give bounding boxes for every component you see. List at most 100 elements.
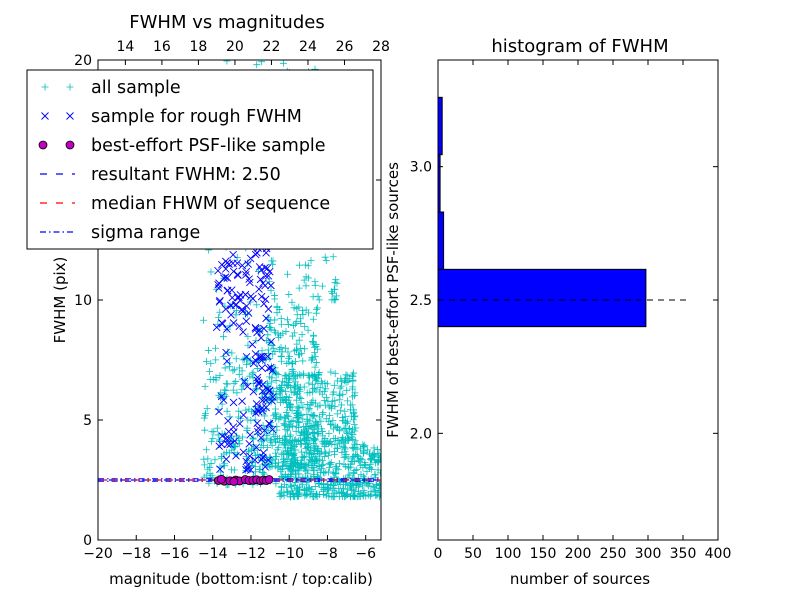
rough-sample-point (244, 309, 253, 317)
top-x-tick-label: 20 (226, 39, 244, 55)
rough-sample-point (224, 434, 233, 443)
all-sample-point (310, 470, 318, 478)
all-sample-point (330, 286, 338, 294)
rough-sample-point (260, 426, 269, 435)
all-sample-point (278, 395, 286, 403)
all-sample-point (318, 390, 326, 398)
all-sample-point (275, 306, 283, 314)
all-sample-point (356, 492, 364, 500)
y-tick-label: 5 (83, 413, 92, 429)
all-sample-point (303, 443, 311, 451)
all-sample-point (310, 434, 318, 442)
all-sample-point (296, 344, 304, 352)
all-sample-point (369, 483, 377, 491)
all-sample-point (213, 424, 221, 432)
all-sample-point (282, 408, 290, 416)
all-sample-point (285, 290, 293, 298)
legend-label: sample for rough FWHM (91, 107, 302, 127)
all-sample-point (277, 357, 285, 365)
rough-sample-point (215, 279, 223, 287)
all-sample-point (201, 382, 209, 390)
all-sample-point (239, 382, 247, 390)
all-sample-point (293, 340, 301, 348)
all-sample-point (303, 401, 311, 409)
rough-sample-point (251, 250, 260, 259)
all-sample-point (318, 282, 326, 290)
all-sample-point (303, 449, 311, 457)
legend-box (26, 69, 374, 250)
all-sample-point (301, 467, 309, 475)
top-x-tick-label: 14 (116, 39, 134, 55)
all-sample-point (366, 450, 374, 458)
all-sample-point (295, 385, 303, 393)
all-sample-point (351, 392, 358, 400)
all-sample-point (291, 479, 299, 487)
all-sample-point (210, 428, 218, 436)
all-sample-point (301, 322, 309, 330)
top-x-tick-label: 26 (336, 39, 354, 55)
all-sample-point (221, 364, 229, 372)
all-sample-point (207, 268, 215, 276)
top-x-tick-label: 22 (263, 39, 281, 55)
rough-sample-point (249, 387, 258, 396)
rough-sample-point (245, 452, 254, 460)
all-sample-point (206, 375, 214, 383)
all-sample-point (337, 488, 345, 496)
all-sample-point (341, 375, 349, 383)
all-sample-point (235, 370, 243, 378)
all-sample-point (285, 451, 293, 459)
all-sample-point (311, 370, 319, 378)
all-sample-point (314, 430, 322, 438)
rough-sample-point (242, 268, 251, 276)
all-sample-point (281, 420, 289, 428)
all-sample-point (330, 451, 338, 459)
all-sample-point (314, 457, 322, 465)
all-sample-point (319, 408, 327, 416)
all-sample-point (219, 333, 227, 341)
all-sample-point (299, 357, 307, 365)
all-sample-point (340, 439, 348, 447)
all-sample-point (312, 358, 320, 366)
histogram-bar (437, 268, 647, 328)
all-sample-point (283, 393, 291, 401)
all-sample-point (294, 351, 302, 359)
all-sample-point (206, 469, 214, 477)
all-sample-point (296, 393, 304, 401)
all-sample-point (303, 417, 311, 425)
all-sample-point (298, 331, 306, 339)
rough-sample-point (243, 382, 252, 391)
rough-sample-point (241, 270, 250, 279)
rough-sample-point (222, 348, 230, 357)
x-tick-label: −10 (274, 546, 304, 562)
all-sample-point (233, 253, 241, 261)
all-sample-point (242, 453, 250, 461)
all-sample-point (297, 412, 305, 420)
all-sample-point (296, 315, 304, 323)
rough-sample-point (260, 324, 268, 333)
all-sample-point (200, 316, 208, 324)
all-sample-point (252, 452, 260, 460)
all-sample-point (212, 373, 220, 381)
all-sample-point (282, 425, 290, 433)
all-sample-point (298, 448, 306, 456)
all-sample-point (287, 481, 295, 489)
all-sample-point (309, 315, 317, 323)
all-sample-point (309, 293, 317, 301)
all-sample-point (287, 418, 295, 426)
rough-sample-point (238, 397, 246, 405)
all-sample-point (295, 284, 303, 292)
rough-sample-point (243, 465, 252, 473)
rough-sample-point (253, 376, 262, 385)
all-sample-point (290, 375, 298, 383)
rough-sample-point (258, 387, 267, 396)
x-tick-label: −14 (198, 546, 228, 562)
all-sample-point (207, 437, 215, 445)
all-sample-point (307, 257, 315, 265)
all-sample-point (238, 367, 246, 375)
rough-sample-point (226, 301, 235, 310)
rough-sample-point (264, 305, 273, 313)
all-sample-point (309, 380, 317, 388)
all-sample-point (263, 430, 271, 438)
rough-sample-point (239, 328, 247, 336)
all-sample-point (295, 464, 303, 472)
